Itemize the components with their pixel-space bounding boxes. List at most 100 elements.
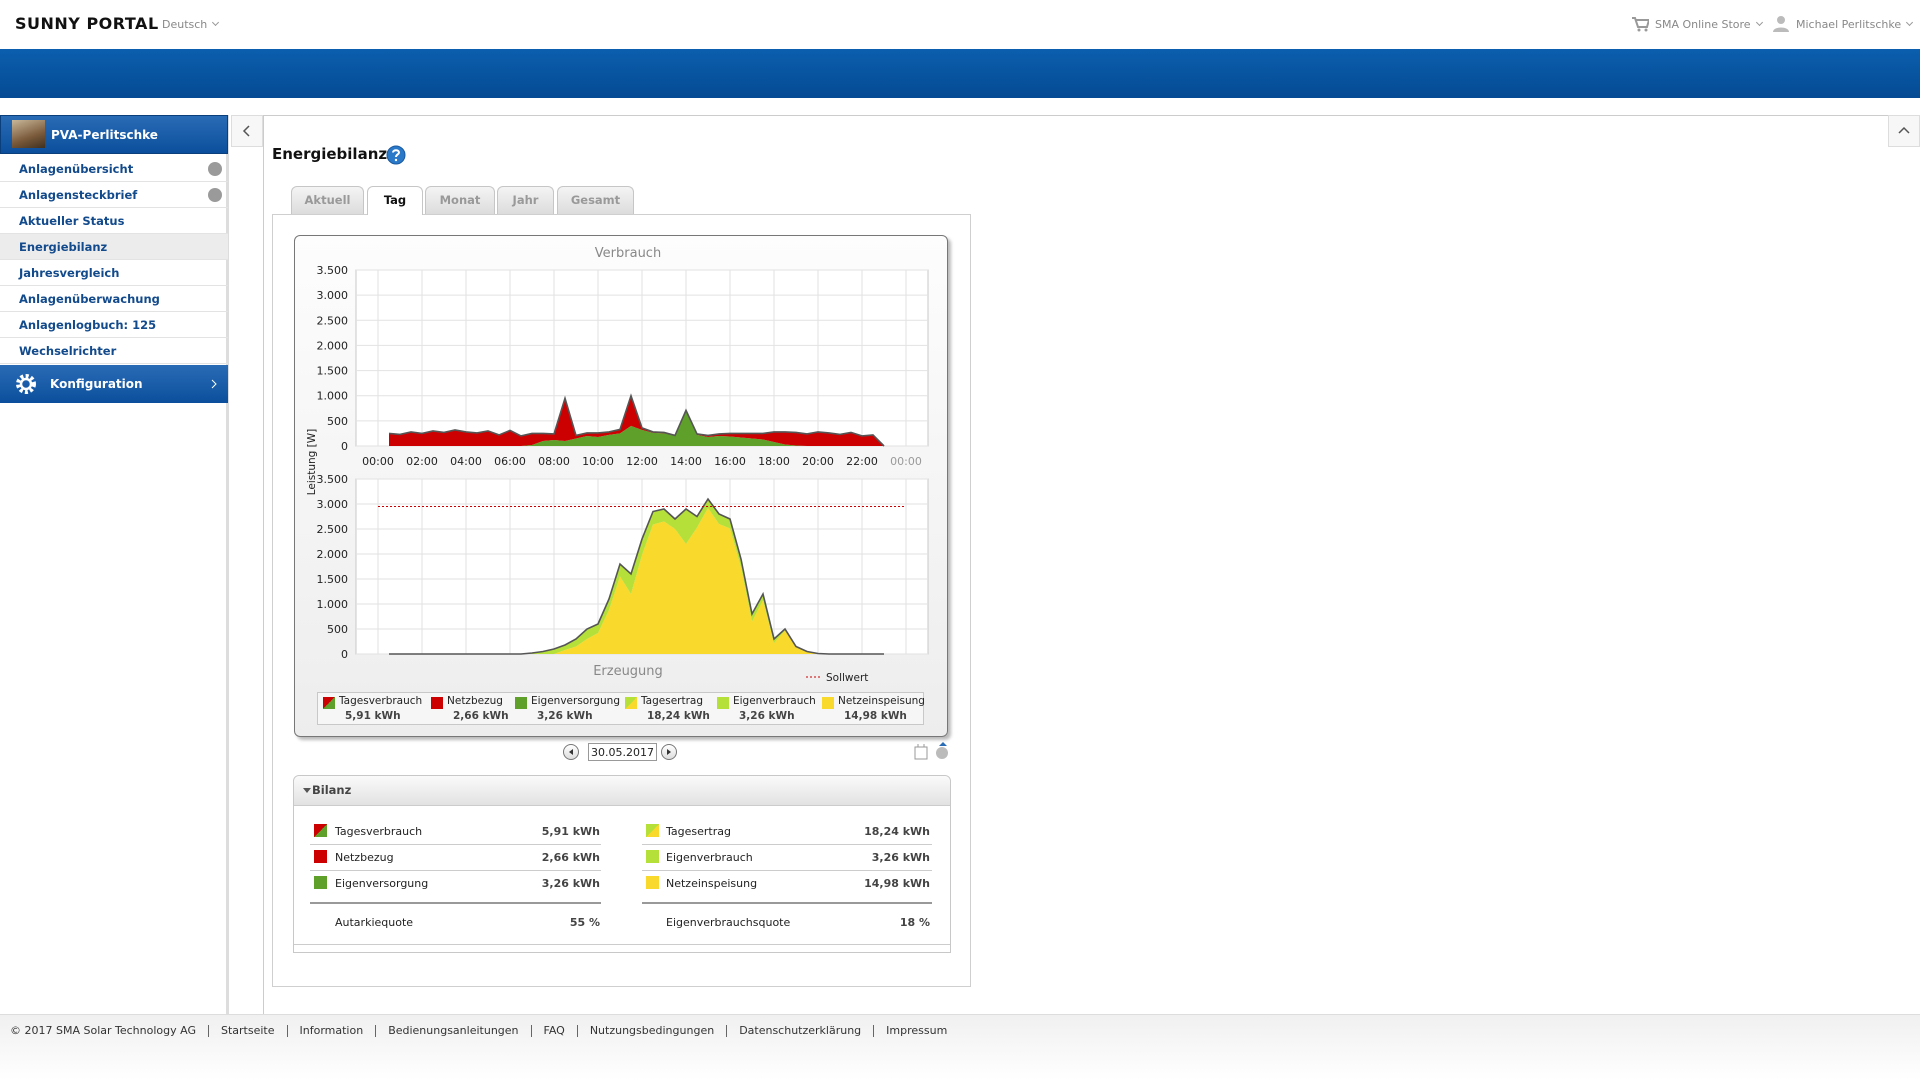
panel-bottom-line xyxy=(294,944,950,945)
nav-item[interactable]: Anlagenlogbuch: 125 xyxy=(0,312,228,338)
nav-item[interactable]: Wechselrichter xyxy=(0,338,228,364)
tab[interactable]: Aktuell xyxy=(291,186,364,214)
row-divider xyxy=(310,870,601,871)
quote-label: Autarkiequote xyxy=(335,916,414,929)
footer-link[interactable]: Information xyxy=(286,1025,376,1037)
y-tick-label: 1.500 xyxy=(317,573,349,586)
balance-icon xyxy=(314,824,327,837)
legend-swatch xyxy=(717,697,729,709)
balance-icon xyxy=(646,824,659,837)
tab[interactable]: Gesamt xyxy=(557,186,634,214)
area-series xyxy=(389,508,884,654)
y-tick-label: 3.500 xyxy=(317,264,349,277)
legend-swatch xyxy=(431,697,443,709)
y-tick-label: 500 xyxy=(327,623,348,636)
x-tick-label: 22:00 xyxy=(846,455,878,468)
balance-panel: Bilanz Tagesverbrauch 5,91 kWh Netzbezug 2,… xyxy=(293,775,951,953)
date-navigator: 30.05.2017 xyxy=(563,743,683,761)
y-tick-label: 0 xyxy=(341,648,348,661)
footer-link: © 2017 SMA Solar Technology AG xyxy=(10,1024,196,1037)
balance-label: Netzbezug xyxy=(335,851,394,864)
nav-item[interactable]: Anlagensteckbrief xyxy=(0,182,228,208)
chart-frame: 0 500 1.000 1.500 2.000 2.500 3.000 3.500 00:00 0… xyxy=(294,235,948,737)
footer-links: © 2017 SMA Solar Technology AG Startseite… xyxy=(10,1025,959,1037)
balance-label: Netzeinspeisung xyxy=(666,877,758,890)
balance-icon xyxy=(314,850,327,863)
user-menu[interactable]: Michael Perlitschke xyxy=(1796,18,1912,31)
legend-swatch xyxy=(515,697,527,709)
next-day[interactable] xyxy=(661,744,677,760)
page-title: Energiebilanz xyxy=(272,145,388,163)
header: SUNNY PORTAL Deutsch SMA Online Store Mi… xyxy=(0,0,1920,49)
legend-value: 14,98 kWh xyxy=(844,710,907,722)
prev-day[interactable] xyxy=(563,744,579,760)
footer-link[interactable]: Impressum xyxy=(873,1025,959,1037)
chart-title: Erzeugung xyxy=(593,664,663,679)
chart-tools[interactable] xyxy=(913,742,951,762)
store-link[interactable]: SMA Online Store xyxy=(1655,18,1762,31)
footer-link[interactable]: Nutzungsbedingungen xyxy=(576,1025,726,1037)
help-icon[interactable] xyxy=(386,145,406,165)
plant-thumbnail xyxy=(12,120,45,148)
y-tick-label: 0 xyxy=(341,440,348,453)
logo[interactable]: SUNNY PORTAL xyxy=(15,14,159,33)
y-tick-label: 1.500 xyxy=(317,365,349,378)
date-field[interactable]: 30.05.2017 xyxy=(588,743,657,761)
nav-item[interactable]: Energiebilanz xyxy=(0,234,228,260)
legend-value: 3,26 kWh xyxy=(739,710,795,722)
balance-value: 18,24 kWh xyxy=(864,825,930,838)
collapse-button[interactable] xyxy=(231,115,263,147)
sidebar: PVA-Perlitschke Anlagenübersicht Anlagens… xyxy=(0,115,229,1014)
x-tick-label: 16:00 xyxy=(714,455,746,468)
footer-link[interactable]: FAQ xyxy=(530,1025,577,1037)
x-tick-label: 18:00 xyxy=(758,455,790,468)
nav-item[interactable]: Aktueller Status xyxy=(0,208,228,234)
sum-divider xyxy=(310,902,601,904)
legend-label: Netzeinspeisung xyxy=(838,695,925,707)
chart: 0 500 1.000 1.500 2.000 2.500 3.000 3.500 00:00 0… xyxy=(306,246,929,684)
y-tick-label: 1.000 xyxy=(317,598,349,611)
row-divider xyxy=(310,844,601,845)
balance-header[interactable]: Bilanz xyxy=(294,776,950,806)
row-divider xyxy=(642,870,932,871)
footer-link[interactable]: Startseite xyxy=(207,1025,287,1037)
y-tick-label: 2.500 xyxy=(317,314,349,327)
footer-link[interactable]: Bedienungsanleitungen xyxy=(375,1025,530,1037)
tab[interactable]: Monat xyxy=(425,186,495,214)
legend-swatch xyxy=(625,697,637,709)
x-tick-label: 20:00 xyxy=(802,455,834,468)
y-tick-label: 3.000 xyxy=(317,289,349,302)
cart-icon xyxy=(1632,17,1649,32)
chart-title: Verbrauch xyxy=(595,246,661,261)
legend-swatch xyxy=(323,697,335,709)
y-tick-label: 1.000 xyxy=(317,390,349,403)
language-select[interactable]: Deutsch xyxy=(162,18,218,31)
nav-item[interactable]: Anlagenüberwachung xyxy=(0,286,228,312)
user-icon xyxy=(1773,16,1789,32)
balance-icon xyxy=(646,876,659,889)
tab[interactable]: Jahr xyxy=(497,186,554,214)
config-button[interactable]: Konfiguration xyxy=(0,365,228,403)
chevron xyxy=(211,379,217,389)
legend-label: Netzbezug xyxy=(447,695,503,707)
x-tick-label: 02:00 xyxy=(406,455,438,468)
scroll-up-button[interactable] xyxy=(1888,115,1920,147)
footer-link[interactable]: Datenschutzerklärung xyxy=(726,1025,873,1037)
balance-label: Eigenverbrauch xyxy=(666,851,753,864)
tab[interactable]: Tag xyxy=(367,186,423,215)
legend-label: Eigenverbrauch xyxy=(733,695,816,707)
balance-icon xyxy=(314,876,327,889)
legend: Tagesverbrauch 5,91 kWh Netzbezug 2,66 kWh E… xyxy=(317,692,925,725)
nav-item[interactable]: Jahresvergleich xyxy=(0,260,228,286)
nav-item[interactable]: Anlagenübersicht xyxy=(0,156,228,182)
gear-icon xyxy=(16,374,36,394)
series-outline xyxy=(388,393,885,447)
balance-value: 2,66 kWh xyxy=(541,851,600,864)
balance-label: Tagesertrag xyxy=(666,825,731,838)
nav-list: Anlagenübersicht Anlagensteckbrief Aktuell… xyxy=(0,156,228,364)
balance-label: Tagesverbrauch xyxy=(335,825,423,838)
y-tick-label: 2.000 xyxy=(317,548,349,561)
quote-label: Eigenverbrauchsquote xyxy=(666,916,791,929)
globe-icon xyxy=(208,188,222,202)
